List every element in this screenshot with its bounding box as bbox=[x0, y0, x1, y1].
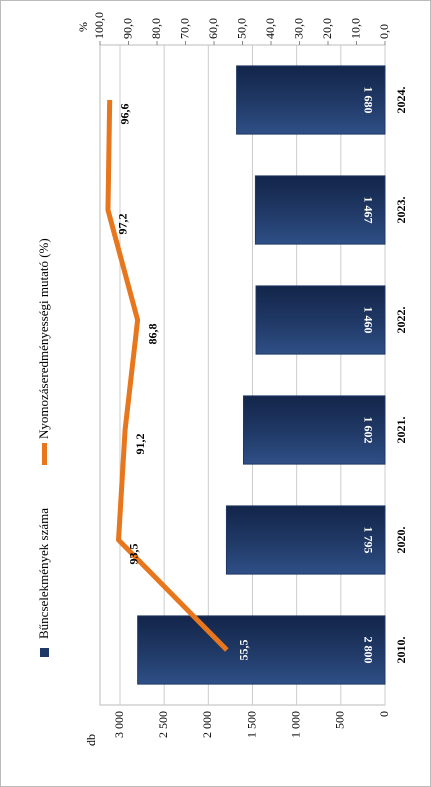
y2-tick-label: 40,0 bbox=[263, 18, 277, 39]
legend-swatch bbox=[40, 648, 49, 657]
y-tick-label: 2 000 bbox=[200, 711, 214, 738]
line-value-label: 86,8 bbox=[145, 324, 159, 345]
y-tick-label: 500 bbox=[333, 711, 347, 729]
x-tick-label: 2023. bbox=[394, 197, 408, 224]
bar-value-label: 2 800 bbox=[361, 637, 375, 664]
bar bbox=[137, 615, 386, 685]
bar bbox=[236, 65, 386, 135]
y2-tick-label: 100,0 bbox=[92, 12, 106, 39]
x-tick-label: 2024. bbox=[394, 87, 408, 114]
x-tick-label: 2020. bbox=[394, 527, 408, 554]
line-value-label: 97,2 bbox=[116, 214, 130, 235]
bar-value-label: 1 602 bbox=[361, 417, 375, 444]
bar-value-label: 1 795 bbox=[361, 527, 375, 554]
bar-value-label: 1 467 bbox=[361, 197, 375, 224]
y-axis-title: db bbox=[84, 734, 98, 746]
line-value-label: 91,2 bbox=[133, 434, 147, 455]
y-tick-label: 3 000 bbox=[112, 711, 126, 738]
bar bbox=[255, 285, 386, 355]
rotated-chart: 0 500 1 000 1 500 2 000 2 500 3 000 0,0 10,0 20,0… bbox=[36, 12, 408, 746]
line bbox=[105, 99, 229, 652]
y-tick-label: 1 500 bbox=[244, 711, 258, 738]
y2-tick-label: 90,0 bbox=[120, 18, 134, 39]
y-tick-label: 0 bbox=[377, 711, 391, 717]
x-tick-label: 2010. bbox=[394, 637, 408, 664]
y-tick-label: 1 000 bbox=[288, 711, 302, 738]
y2-tick-label: 70,0 bbox=[177, 18, 191, 39]
y2-tick-label: 50,0 bbox=[234, 18, 248, 39]
y2-tick-label: 60,0 bbox=[206, 18, 220, 39]
bar bbox=[254, 175, 386, 245]
bar-value-label: 1 460 bbox=[361, 307, 375, 334]
y2-tick-label: 10,0 bbox=[348, 18, 362, 39]
line-value-label: 55,5 bbox=[237, 640, 251, 661]
x-tick-label: 2022. bbox=[394, 307, 408, 334]
y2-tick-label: 0,0 bbox=[377, 24, 391, 39]
y2-tick-label: 80,0 bbox=[149, 18, 163, 39]
x-tick-label: 2021. bbox=[394, 417, 408, 444]
y2-axis-title: % bbox=[76, 22, 90, 32]
y2-tick-label: 30,0 bbox=[291, 18, 305, 39]
line-value-label: 93,5 bbox=[126, 544, 140, 565]
bar-value-label: 1 680 bbox=[361, 87, 375, 114]
line-value-label: 96,6 bbox=[117, 104, 131, 125]
legend-label: Bűncselekmények száma bbox=[36, 508, 51, 639]
bar bbox=[225, 505, 386, 575]
y-tick-label: 2 500 bbox=[156, 711, 170, 738]
y2-tick-label: 20,0 bbox=[320, 18, 334, 39]
bar bbox=[242, 395, 386, 465]
legend-label: Nyomozáseredményességi mutató (%) bbox=[36, 238, 51, 439]
